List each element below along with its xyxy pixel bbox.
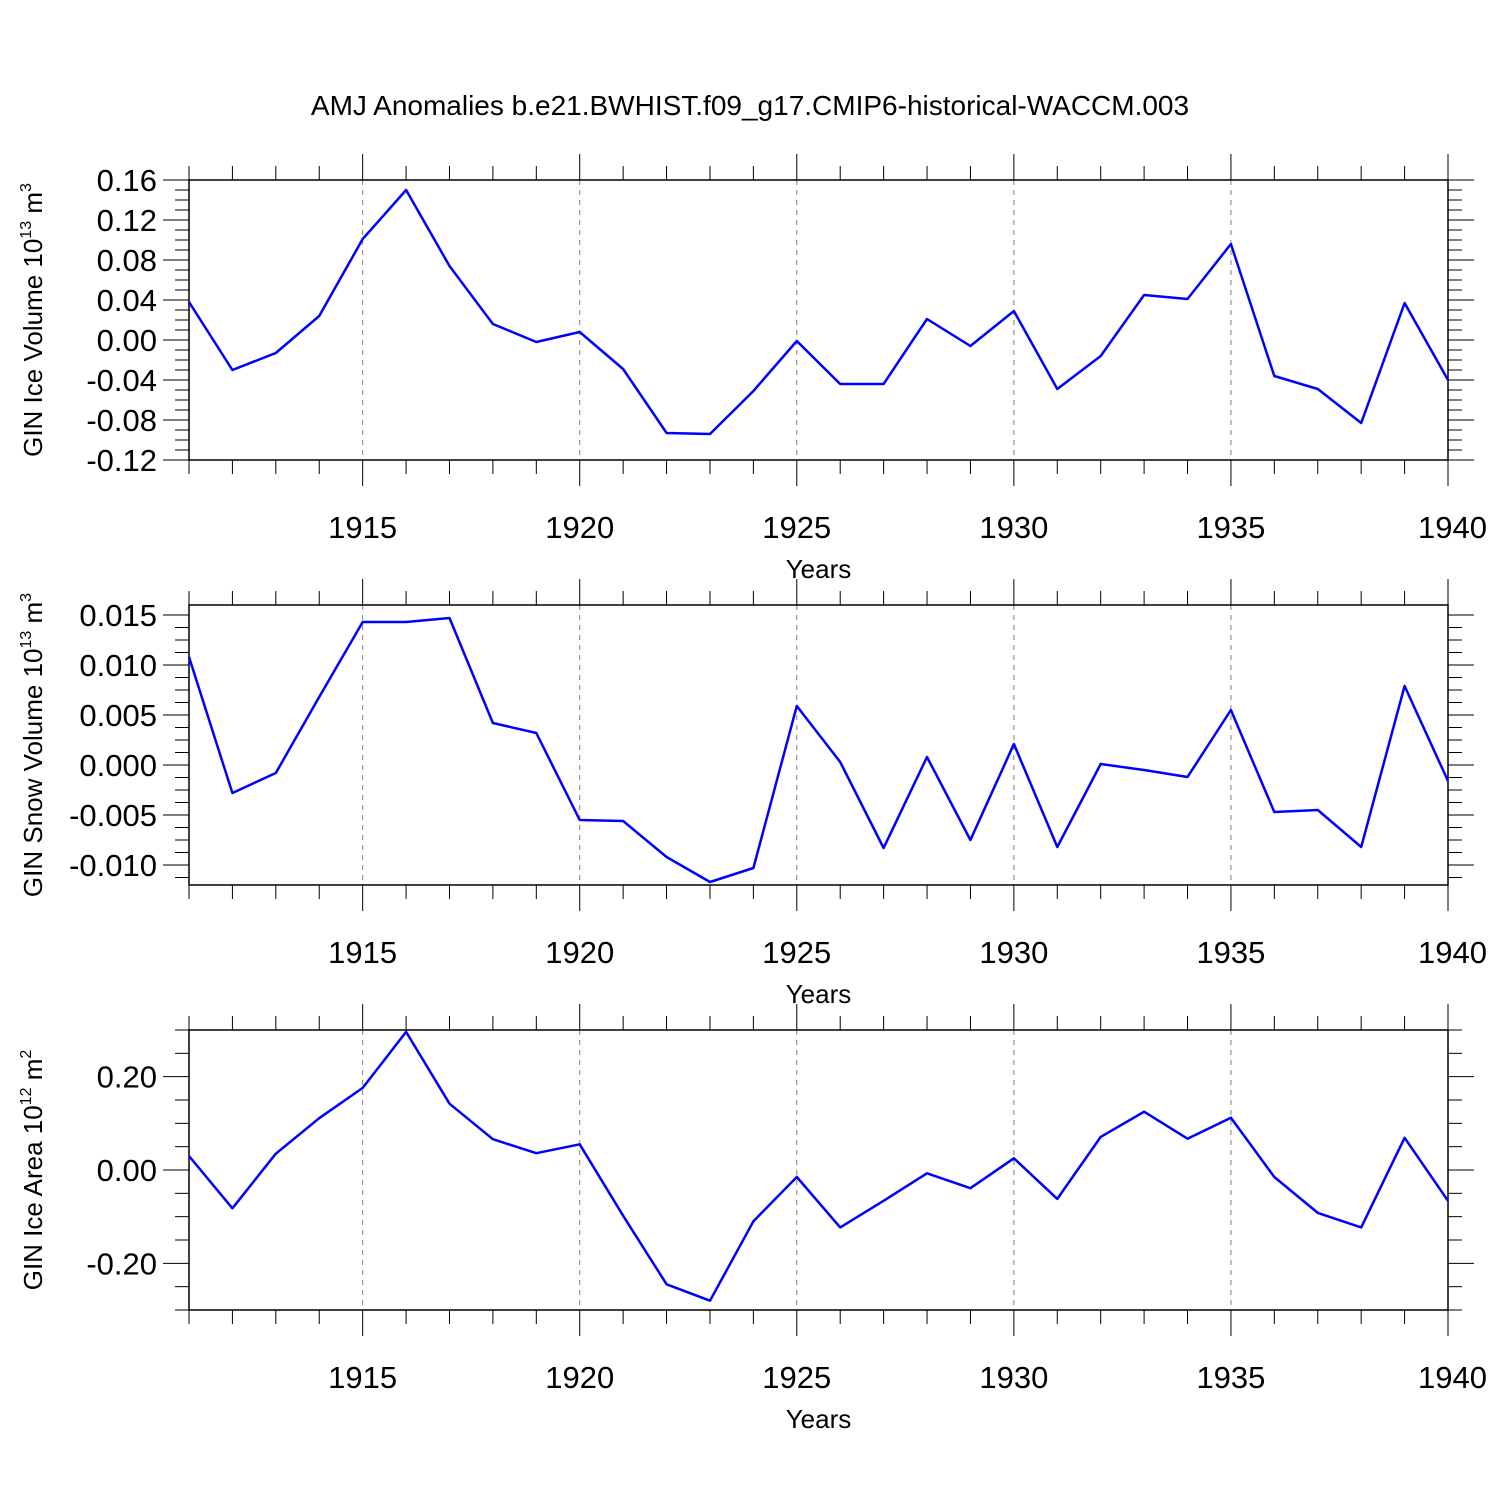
x-tick-label: 1935	[1196, 935, 1265, 970]
plot-frame	[188, 1029, 1449, 1311]
y-axis-label-unit-exponent: 2	[18, 1050, 35, 1059]
x-tick-label: 1915	[328, 935, 397, 970]
y-tick-label: 0.16	[97, 163, 157, 198]
y-axis-label-unit: m	[18, 192, 48, 221]
x-tick-label: 1935	[1196, 510, 1265, 545]
x-tick-label: 1940	[1418, 510, 1487, 545]
series-line	[187, 616, 1450, 884]
x-tick-label: 1920	[545, 1360, 614, 1395]
panels: 0.16 0.12 0.08 0.04 0.00 -0.04 -0.08 -0.12 1915 1…	[18, 154, 1487, 1434]
y-tick-label: -0.08	[86, 403, 157, 438]
x-tick-label: 1930	[979, 510, 1048, 545]
x-axis-label: Years	[786, 554, 852, 584]
y-tick-label: 0.20	[97, 1060, 157, 1095]
x-axis-label: Years	[786, 1404, 852, 1434]
x-tick-label: 1920	[545, 935, 614, 970]
x-tick-label: 1925	[762, 510, 831, 545]
x-tick-label: 1920	[545, 510, 614, 545]
y-axis-label-text: GIN Snow Volume 10	[18, 649, 48, 898]
x-tick-label: 1930	[979, 1360, 1048, 1395]
y-axis-label-exponent: 13	[18, 631, 35, 649]
x-tick-label: 1935	[1196, 1360, 1265, 1395]
panel-1: 0.16 0.12 0.08 0.04 0.00 -0.04 -0.08 -0.12 1915 1…	[18, 154, 1487, 584]
plot-frame	[188, 604, 1449, 886]
x-tick-label: 1930	[979, 935, 1048, 970]
figure-title: AMJ Anomalies b.e21.BWHIST.f09_g17.CMIP6…	[311, 90, 1189, 121]
panel-3: 0.20 0.00 -0.20 1915 1920 1925 1930 1935 1940 Yea…	[18, 1004, 1487, 1434]
x-tick-label: 1940	[1418, 1360, 1487, 1395]
y-axis-label: GIN Ice Volume 1013 m3	[18, 183, 48, 457]
x-tick-label: 1915	[328, 1360, 397, 1395]
y-tick-label: -0.010	[69, 848, 157, 883]
y-tick-label: 0.00	[97, 1153, 157, 1188]
y-tick-label: -0.04	[86, 363, 157, 398]
series-line	[188, 1030, 1450, 1302]
plot-frame	[188, 179, 1449, 461]
series-line	[187, 188, 1450, 436]
y-tick-label: 0.000	[79, 748, 157, 783]
y-axis-label-unit-exponent: 3	[18, 593, 35, 602]
y-tick-label: -0.20	[86, 1246, 157, 1281]
y-axis-label-unit: m	[18, 602, 48, 631]
x-tick-label: 1925	[762, 1360, 831, 1395]
panel-2: 0.015 0.010 0.005 0.000 -0.005 -0.010 1915 1920…	[18, 579, 1487, 1009]
x-axis-label: Years	[786, 979, 852, 1009]
y-axis-label: GIN Snow Volume 1013 m3	[18, 593, 48, 897]
y-tick-label: 0.12	[97, 203, 157, 238]
y-axis-label: GIN Ice Area 1012 m2	[18, 1050, 48, 1291]
y-tick-label: 0.005	[79, 698, 157, 733]
y-tick-label: 0.010	[79, 648, 157, 683]
x-tick-label: 1940	[1418, 935, 1487, 970]
y-axis-label-text: GIN Ice Volume 10	[18, 239, 48, 457]
y-axis-label-unit-exponent: 3	[18, 183, 35, 192]
y-tick-label: -0.12	[86, 443, 157, 478]
y-tick-label: 0.015	[79, 598, 157, 633]
y-axis-label-text: GIN Ice Area 10	[18, 1105, 48, 1290]
y-axis-label-unit: m	[18, 1059, 48, 1088]
y-tick-label: 0.00	[97, 323, 157, 358]
y-tick-label: -0.005	[69, 798, 157, 833]
y-tick-label: 0.04	[97, 283, 157, 318]
x-tick-label: 1915	[328, 510, 397, 545]
y-axis-label-exponent: 13	[18, 221, 35, 239]
y-tick-label: 0.08	[97, 243, 157, 278]
x-tick-label: 1925	[762, 935, 831, 970]
y-axis-label-exponent: 12	[18, 1087, 35, 1105]
